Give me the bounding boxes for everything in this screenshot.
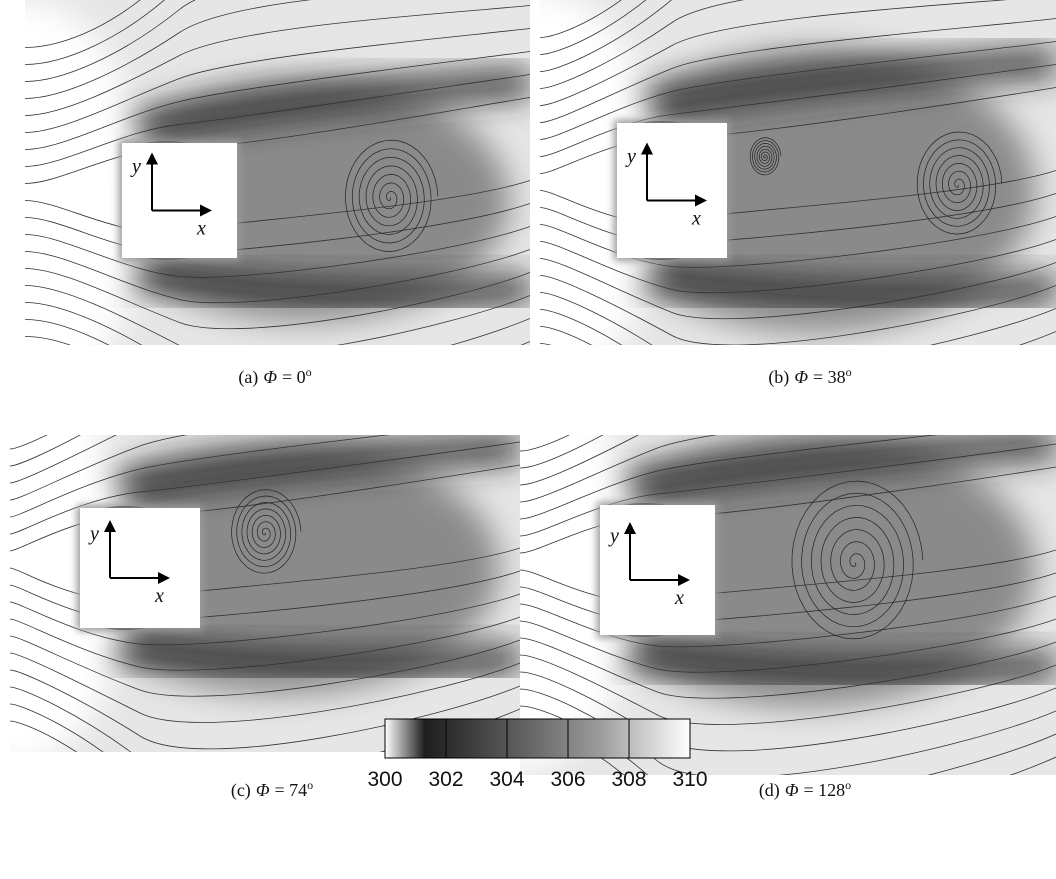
caption-symbol: Φ	[785, 780, 799, 800]
caption-unit: o	[846, 365, 852, 379]
streamline	[520, 329, 1056, 451]
caption-unit: o	[307, 778, 313, 792]
axis-label: y	[608, 525, 619, 547]
figure: xy(a)Φ= 0oxy(b)Φ= 38oxy(c)Φ= 74oxy(d)Φ= …	[0, 0, 1056, 879]
caption: (a)Φ= 0o	[238, 365, 311, 388]
colorbar	[385, 719, 690, 758]
caption-value: = 128	[804, 780, 846, 800]
caption-label: (d)	[759, 780, 780, 801]
caption-value: = 0	[282, 367, 306, 387]
panel: x y (a)Φ= 0o	[0, 0, 530, 461]
streamline	[25, 337, 530, 435]
colorbar-label: 304	[489, 768, 524, 791]
axis-label: x	[154, 585, 164, 607]
colorbar-label: 306	[550, 768, 585, 791]
axis-label: x	[196, 218, 206, 240]
caption-label: (c)	[231, 780, 251, 801]
axis-label: x	[691, 208, 701, 230]
caption: (c)Φ= 74o	[231, 778, 313, 801]
axis-label: x	[674, 587, 684, 609]
field	[0, 0, 530, 461]
caption: (b)Φ= 38o	[768, 365, 851, 388]
axis-label: y	[625, 146, 636, 168]
caption: (d)Φ= 128o	[759, 778, 851, 801]
caption-unit: o	[845, 778, 851, 792]
axis-label: y	[88, 523, 99, 545]
caption-value: = 38	[813, 367, 846, 387]
page: xy(a)Φ= 0oxy(b)Φ= 38oxy(c)Φ= 74oxy(d)Φ= …	[0, 0, 1056, 879]
colorbar-label: 310	[672, 768, 707, 791]
caption-value: = 74	[275, 780, 308, 800]
caption-symbol: Φ	[263, 367, 277, 387]
colorbar-label: 302	[428, 768, 463, 791]
caption-symbol: Φ	[256, 780, 270, 800]
cylinder	[617, 123, 727, 258]
colorbar-label: 308	[611, 768, 646, 791]
axis-label: y	[130, 156, 141, 178]
caption-label: (a)	[238, 367, 258, 388]
caption-label: (b)	[768, 367, 789, 388]
caption-unit: o	[306, 365, 312, 379]
caption-symbol: Φ	[794, 367, 808, 387]
streamline	[10, 327, 520, 449]
colorbar-label: 300	[367, 768, 402, 791]
